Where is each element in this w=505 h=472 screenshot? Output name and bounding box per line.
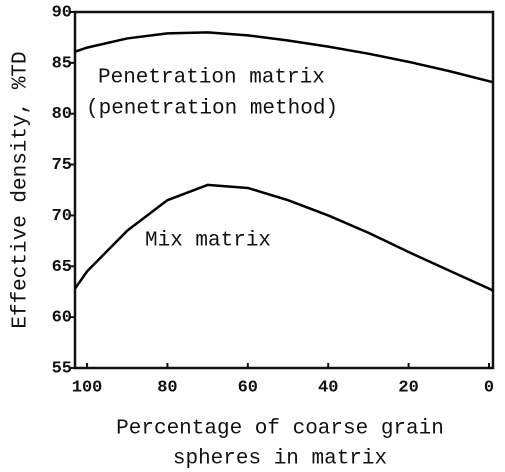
- y-tick-label: 70: [52, 207, 72, 226]
- y-tick-label: 65: [52, 258, 72, 277]
- x-tick-label: 80: [157, 378, 177, 397]
- x-tick-label: 40: [318, 378, 338, 397]
- plot-frame: [73, 10, 495, 370]
- line-series: [74, 31, 494, 84]
- annotation: (penetration method): [86, 98, 338, 121]
- y-tick-label: 75: [52, 156, 72, 175]
- x-tick-label: 0: [484, 378, 494, 397]
- y-tick-label: 60: [52, 309, 72, 328]
- x-tick-label: 60: [238, 378, 258, 397]
- x-axis-label: spheres in matrix: [173, 448, 387, 471]
- y-tick-label: 85: [52, 54, 72, 73]
- x-tick-label: 20: [398, 378, 418, 397]
- x-tick-label: 100: [72, 378, 103, 397]
- y-tick-label: 90: [52, 3, 72, 22]
- y-tick-label: 55: [52, 359, 72, 378]
- x-axis-label: Percentage of coarse grain: [116, 418, 444, 441]
- annotation: Mix matrix: [145, 230, 271, 253]
- line-series: [73, 183, 494, 292]
- y-axis-label: Effective density, %TD: [10, 51, 33, 328]
- y-tick-label: 80: [52, 105, 72, 124]
- annotation: Penetration matrix: [98, 67, 325, 90]
